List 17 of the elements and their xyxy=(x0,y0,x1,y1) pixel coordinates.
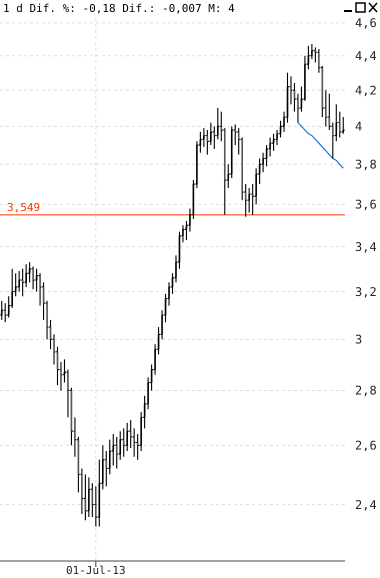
y-tick-label: 3,6 xyxy=(355,198,377,212)
y-tick-label: 3,2 xyxy=(355,284,377,299)
y-tick-label: 4,4 xyxy=(355,48,377,63)
y-tick-label: 4 xyxy=(355,120,362,134)
y-tick-label: 4,2 xyxy=(355,83,377,98)
ref-line-label: 3,549 xyxy=(7,200,40,214)
y-tick-label: 3,4 xyxy=(355,240,377,254)
chart-title: 1 d Dif. %: -0,18 Dif.: -0,007 M: 4 xyxy=(3,2,236,15)
candlestick xyxy=(0,300,3,320)
x-tick-label: 01-Jul-13 xyxy=(66,564,126,577)
y-tick-label: 2,6 xyxy=(355,438,377,453)
y-tick-label: 2,4 xyxy=(355,498,377,512)
line-series xyxy=(297,122,344,169)
y-tick-label: 3 xyxy=(355,332,362,347)
y-tick-label: 2,8 xyxy=(355,384,377,398)
y-tick-label: 3,8 xyxy=(355,158,377,172)
y-tick-label: 4,6 xyxy=(355,16,377,30)
